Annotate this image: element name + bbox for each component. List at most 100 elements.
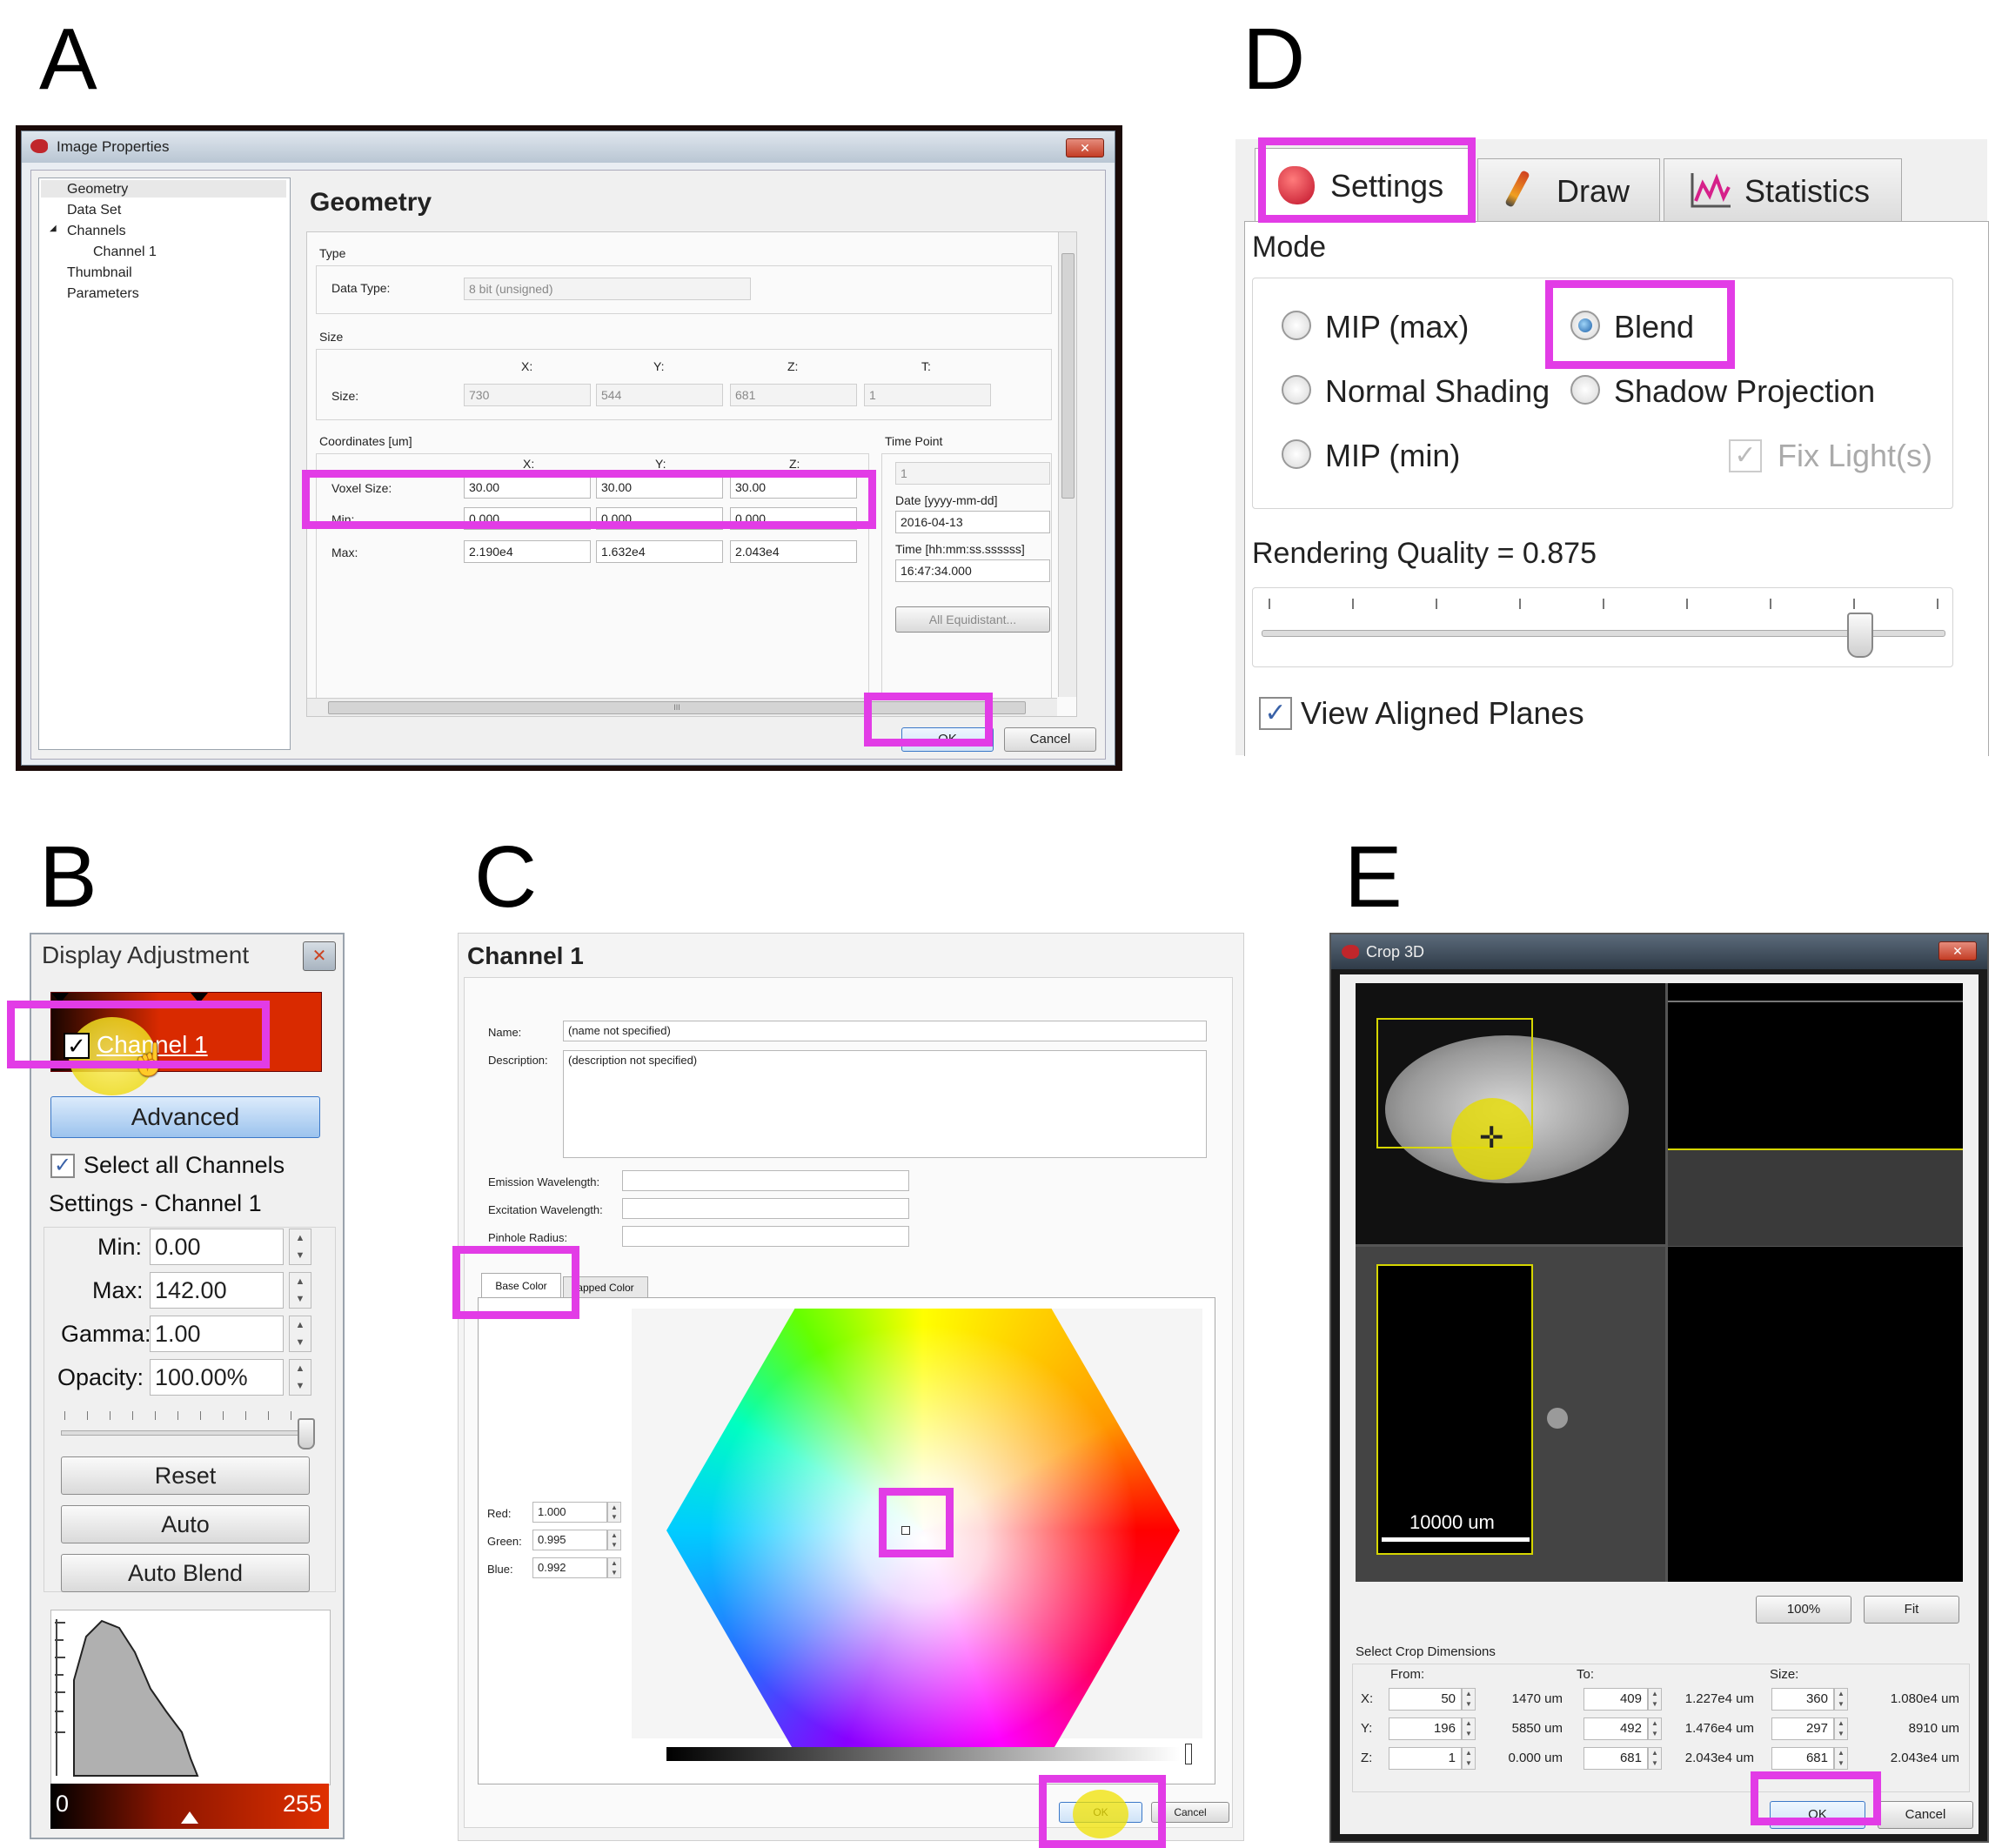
radio-shadow-projection-label[interactable]: Shadow Projection [1614,373,1876,409]
select-all-channels-label[interactable]: Select all Channels [84,1152,285,1178]
tree-expand-icon[interactable]: ◢ [50,224,57,233]
tab-mapped-color[interactable]: apped Color [563,1276,648,1298]
crosshair-icon[interactable]: ✛ [1479,1122,1504,1155]
max-y-field[interactable]: 1.632e4 [596,540,723,563]
radio-mip-min-label[interactable]: MIP (min) [1325,438,1461,473]
radio-normal-shading[interactable] [1282,375,1311,405]
horizontal-scrollbar[interactable]: III [307,698,1057,716]
blue-field[interactable]: 0.992 [532,1557,607,1578]
view-aligned-planes-checkbox[interactable]: ✓ [1259,697,1292,730]
crop-stepper[interactable]: ▲ ▼ [1648,1717,1662,1740]
min-input[interactable]: 0.00 [150,1229,284,1265]
cancel-button[interactable]: Cancel [1878,1801,1973,1829]
name-field[interactable]: (name not specified) [563,1021,1207,1041]
histogram-marker-icon[interactable] [181,1811,198,1824]
cancel-button[interactable]: Cancel [1151,1802,1229,1823]
crop-stepper[interactable]: ▲ ▼ [1834,1717,1848,1740]
tree-item-geometry[interactable]: Geometry [67,182,129,197]
close-button[interactable]: ✕ [303,941,336,971]
crop-stepper[interactable]: ▲ ▼ [1648,1688,1662,1711]
max-input[interactable]: 142.00 [150,1272,284,1309]
green-stepper[interactable]: ▲ ▼ [607,1530,621,1550]
zoom-100-button[interactable]: 100% [1756,1596,1851,1624]
radio-blend-label[interactable]: Blend [1614,309,1695,345]
tree-item-parameters[interactable]: Parameters [67,286,139,301]
crop-stepper[interactable]: ▲ ▼ [1462,1747,1476,1770]
histogram-color-bar[interactable]: 0 255 [50,1784,329,1829]
opacity-input[interactable]: 100.00% [150,1359,284,1396]
max-stepper[interactable]: ▲ ▼ [289,1272,311,1309]
crop-size-field[interactable]: 360 [1771,1688,1834,1711]
ok-button[interactable]: OK [901,727,994,752]
ok-button[interactable]: OK [1770,1801,1865,1829]
tree-item-channel-1[interactable]: Channel 1 [93,244,157,259]
max-z-field[interactable]: 2.043e4 [730,540,857,563]
opacity-slider-thumb[interactable] [298,1418,315,1450]
crop-stepper[interactable]: ▲ ▼ [1462,1717,1476,1740]
channel-1-label[interactable]: Channel 1 [97,1031,208,1058]
min-z-field[interactable]: 0.000 [730,507,857,530]
tree-view[interactable]: Geometry Data Set ◢ Channels Channel 1 T… [38,177,291,750]
voxel-size-y-field[interactable]: 30.00 [596,476,723,499]
crop-stepper[interactable]: ▲ ▼ [1834,1688,1848,1711]
pinhole-radius-field[interactable] [622,1226,909,1247]
opacity-slider-track[interactable] [61,1430,310,1436]
channel-1-checkbox[interactable]: ✓ [64,1033,90,1059]
radio-normal-shading-label[interactable]: Normal Shading [1325,373,1550,409]
brightness-slider[interactable] [666,1747,1180,1761]
vertical-scrollbar[interactable] [1058,232,1076,697]
crop-stepper[interactable]: ▲ ▼ [1834,1747,1848,1770]
tab-base-color[interactable]: Base Color [481,1273,561,1298]
red-field[interactable]: 1.000 [532,1502,607,1523]
crop-size-field[interactable]: 681 [1771,1747,1834,1770]
min-y-field[interactable]: 0.000 [596,507,723,530]
crop-stepper[interactable]: ▲ ▼ [1462,1688,1476,1711]
description-field[interactable]: (description not specified) [563,1050,1207,1158]
auto-blend-button[interactable]: Auto Blend [61,1554,310,1592]
crop-from-field[interactable]: 196 [1389,1717,1462,1740]
emission-wavelength-field[interactable] [622,1170,909,1191]
all-equidistant-button[interactable]: All Equidistant... [895,606,1050,633]
crop-viewport[interactable]: ✛ 10000 um [1356,983,1963,1582]
blue-stepper[interactable]: ▲ ▼ [607,1557,621,1578]
close-button[interactable]: ✕ [1938,941,1977,961]
crop-stepper[interactable]: ▲ ▼ [1648,1747,1662,1770]
gamma-input[interactable]: 1.00 [150,1316,284,1352]
voxel-size-z-field[interactable]: 30.00 [730,476,857,499]
crop-from-field[interactable]: 50 [1389,1688,1462,1711]
radio-shadow-projection[interactable] [1570,375,1600,405]
view-yz[interactable]: 10000 um [1356,1247,1668,1582]
close-button[interactable]: ✕ [1066,138,1104,157]
crop-size-field[interactable]: 297 [1771,1717,1834,1740]
color-hexagon[interactable] [666,1309,1180,1752]
view-xy[interactable]: ✛ [1356,983,1668,1247]
quality-slider-track[interactable] [1262,630,1945,637]
min-x-field[interactable]: 0.000 [464,507,591,530]
min-stepper[interactable]: ▲ ▼ [289,1229,311,1265]
green-field[interactable]: 0.995 [532,1530,607,1550]
red-stepper[interactable]: ▲ ▼ [607,1502,621,1523]
radio-mip-max-label[interactable]: MIP (max) [1325,309,1470,345]
gamma-stepper[interactable]: ▲ ▼ [289,1316,311,1352]
view-3d[interactable] [1668,1247,1963,1582]
select-all-channels-checkbox[interactable]: ✓ [50,1154,75,1178]
channel-color-bar[interactable]: ✓ Channel 1 ☝ [50,992,322,1095]
tree-item-thumbnail[interactable]: Thumbnail [67,265,132,280]
crop-to-field[interactable]: 681 [1584,1747,1648,1770]
opacity-stepper[interactable]: ▲ ▼ [289,1359,311,1396]
channel-max-marker-icon[interactable] [191,993,208,1003]
tree-item-channels[interactable]: Channels [67,224,126,238]
radio-mip-max[interactable] [1282,311,1311,340]
quality-slider-thumb[interactable] [1847,613,1873,658]
fit-button[interactable]: Fit [1864,1596,1959,1624]
crop-to-field[interactable]: 409 [1584,1688,1648,1711]
color-picker[interactable] [632,1309,1202,1752]
tab-statistics[interactable]: Statistics [1664,158,1902,222]
max-x-field[interactable]: 2.190e4 [464,540,591,563]
view-aligned-planes-label[interactable]: View Aligned Planes [1301,695,1584,731]
auto-button[interactable]: Auto [61,1505,310,1543]
advanced-button[interactable]: Advanced [50,1096,320,1138]
brightness-slider-thumb[interactable] [1185,1744,1192,1764]
tab-draw[interactable]: Draw [1477,158,1660,222]
crop-to-field[interactable]: 492 [1584,1717,1648,1740]
